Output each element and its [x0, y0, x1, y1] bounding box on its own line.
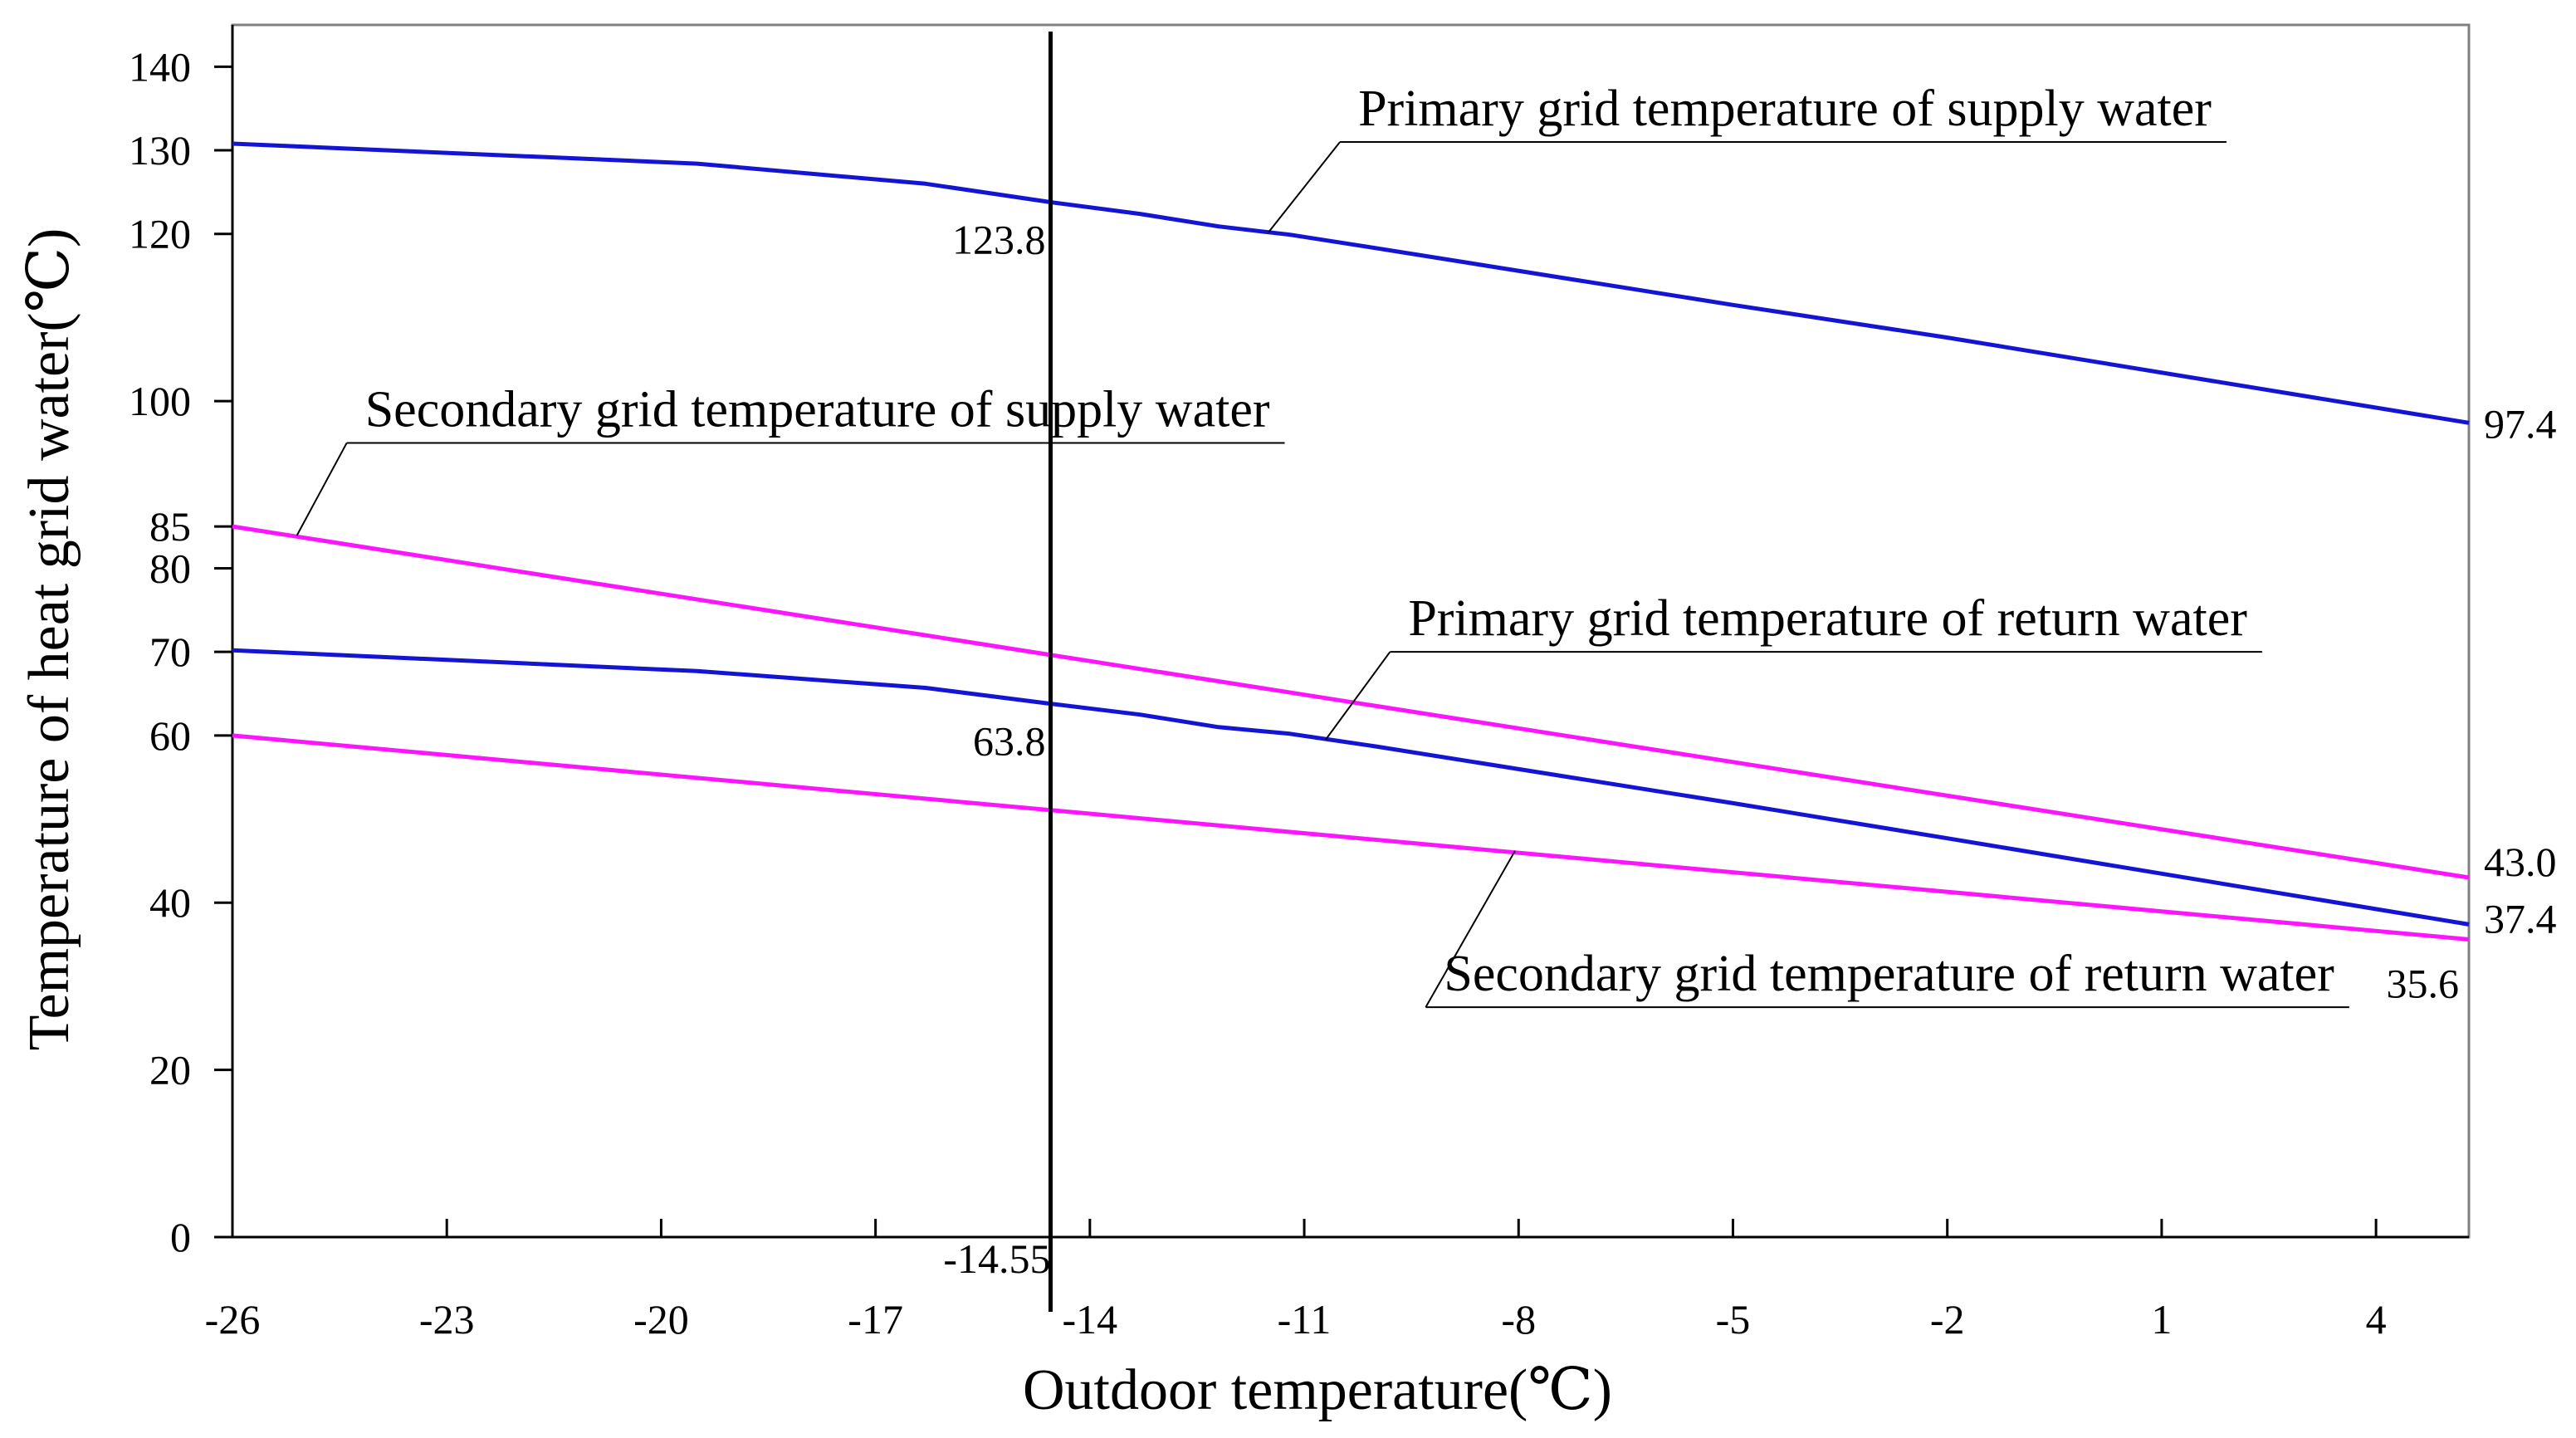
series-end-label: 35.6 [2387, 961, 2460, 1007]
series-line-3 [232, 524, 2470, 880]
x-tick-label: -20 [633, 1296, 689, 1343]
x-tick-label: 4 [2366, 1296, 2387, 1343]
y-tick-label: 80 [149, 545, 191, 591]
series-label-2: Primary grid temperature of return water [1408, 590, 2247, 647]
y-tick-label: 100 [129, 378, 191, 424]
y-tick-label: 0 [170, 1214, 191, 1260]
series-line-4 [232, 733, 2470, 942]
series-label-3: Secondary grid temperature of supply wat… [365, 381, 1270, 438]
y-axis-title: Temperature of heat grid water(℃) [17, 228, 81, 1051]
y-tick-label: 130 [129, 127, 191, 174]
y-tick-label: 85 [149, 503, 191, 550]
series-leader-line [1268, 141, 1341, 233]
annotations: 123.8 63.8 [952, 216, 1046, 764]
x-tick-label: -11 [1278, 1296, 1332, 1343]
series-line-2 [232, 648, 2470, 927]
series-end-label: 37.4 [2484, 895, 2557, 942]
vertical-marker-label: -14.55 [943, 1235, 1050, 1282]
series-lines [232, 141, 2470, 942]
annotation-label: 63.8 [973, 718, 1046, 765]
series-end-labels: 97.4 43.0 37.4 35.6 [2387, 400, 2557, 1006]
x-tick-label: -17 [848, 1296, 903, 1343]
series-label-1: Primary grid temperature of supply water [1358, 81, 2212, 137]
x-tick-label: -5 [1716, 1296, 1751, 1343]
y-tick-label: 140 [129, 43, 191, 90]
series-label-4: Secondary grid temperature of return wat… [1444, 946, 2334, 1002]
series-leaders: Primary grid temperature of supply water… [296, 81, 2349, 1009]
y-tick-label: 70 [149, 629, 191, 675]
y-tick-label: 20 [149, 1047, 191, 1093]
series-leader-line [296, 442, 348, 536]
x-tick-label: -23 [419, 1296, 475, 1343]
y-tick-label: 120 [129, 211, 191, 257]
y-tick-label: 60 [149, 712, 191, 759]
series-leader-line [1425, 850, 1516, 1008]
x-tick-label: -14 [1063, 1296, 1118, 1343]
series-leader-line [1325, 651, 1391, 741]
annotation-label: 123.8 [952, 216, 1046, 262]
x-tick-label: -2 [1930, 1296, 1965, 1343]
x-tick-label: 1 [2151, 1296, 2172, 1343]
x-axis-title: Outdoor temperature(℃) [1023, 1358, 1612, 1422]
y-tick-label: 40 [149, 879, 191, 926]
series-end-label: 97.4 [2484, 400, 2557, 447]
x-tick-label: -26 [205, 1296, 261, 1343]
x-axis-ticks: -26 -23 -20 -17 -14 -11 -8 -5 -2 1 4 [205, 1219, 2387, 1343]
series-end-label: 43.0 [2484, 839, 2557, 885]
x-tick-label: -8 [1501, 1296, 1536, 1343]
series-line-1 [232, 141, 2470, 425]
